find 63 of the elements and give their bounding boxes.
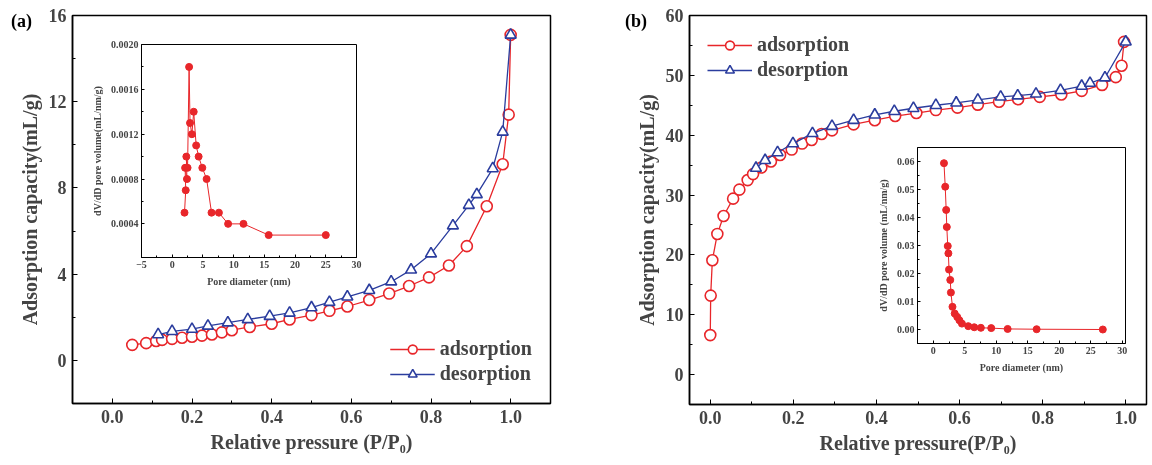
- y-tick-label: 40: [665, 125, 684, 146]
- x-axis-title: Relative pressure(P/P₀): [819, 431, 1017, 455]
- y-tick-label: 0.00: [897, 324, 915, 335]
- y-tick-label: 16: [48, 6, 67, 26]
- x-tick-label: 0: [930, 344, 936, 356]
- x-axis-title: Pore diameter (nm): [207, 275, 291, 288]
- x-tick-label: 30: [1117, 344, 1128, 356]
- x-tick-label: 0.4: [260, 406, 283, 427]
- y-tick-label: 0.0016: [111, 83, 139, 95]
- text: (b): [625, 10, 647, 33]
- x-tick-label: 10: [228, 258, 239, 270]
- y-tick-label: 0.0004: [111, 218, 139, 230]
- y-axis-title: dV/dD pore volume(mL/nm/g): [92, 86, 104, 216]
- x-tick-label: 0.0: [101, 406, 124, 427]
- y-tick-label: 0.06: [897, 156, 915, 167]
- x-tick-label: 25: [320, 258, 331, 270]
- y-tick-label: 10: [665, 305, 684, 326]
- x-tick-label: 0.4: [865, 407, 888, 428]
- y-tick-label: 4: [57, 264, 67, 285]
- x-tick-label: 0.2: [180, 406, 204, 427]
- y-tick-label: 30: [665, 185, 684, 206]
- x-tick-label: 1.0: [499, 406, 522, 427]
- y-tick-label: 0.04: [897, 212, 915, 223]
- y-tick-label: 0.01: [897, 296, 915, 307]
- text: (a): [11, 10, 32, 33]
- legend-label: desorption: [757, 58, 849, 81]
- legend-label: adsorption: [757, 33, 850, 56]
- y-axis-title: dV/dD pore volume (mL/nm/g): [878, 179, 890, 312]
- y-tick-label: 0: [674, 365, 684, 386]
- x-tick-label: 0: [169, 258, 175, 270]
- x-tick-label: 25: [1085, 344, 1096, 356]
- legend-label: adsorption: [439, 337, 532, 360]
- x-tick-label: 15: [259, 258, 270, 270]
- x-tick-label: 10: [991, 344, 1002, 356]
- y-axis-title: Adsorption capacity(mL/g): [635, 94, 659, 326]
- y-tick-label: 50: [665, 65, 684, 86]
- x-tick-label: 0.2: [782, 407, 805, 428]
- x-tick-label: 0.8: [1031, 407, 1054, 428]
- x-tick-label: 1.0: [1114, 407, 1137, 428]
- legend-label: desorption: [439, 362, 531, 385]
- y-tick-label: 8: [57, 178, 67, 199]
- x-tick-label: 20: [1054, 344, 1065, 356]
- x-tick-label: 0.6: [948, 407, 971, 428]
- x-tick-label: 0.8: [419, 406, 443, 427]
- y-tick-label: 0.02: [897, 268, 915, 279]
- y-tick-label: 0.0020: [111, 39, 139, 50]
- y-tick-label: 12: [48, 92, 67, 113]
- x-tick-label: 15: [1022, 344, 1033, 356]
- y-tick-label: 0.0008: [111, 173, 139, 185]
- y-axis-title: Adsorption capacity(mL/g): [18, 93, 42, 326]
- x-tick-label: −5: [136, 258, 147, 270]
- x-tick-label: 30: [351, 258, 362, 270]
- x-tick-label: 5: [200, 258, 206, 270]
- x-axis-title: Relative pressure (P/P₀): [210, 430, 413, 454]
- y-tick-label: 60: [665, 6, 684, 26]
- x-tick-label: 20: [290, 258, 301, 270]
- x-tick-label: 5: [962, 344, 968, 356]
- x-tick-label: 0.0: [699, 407, 722, 428]
- y-tick-label: 0.03: [897, 240, 915, 251]
- y-tick-label: 0.05: [897, 184, 915, 195]
- y-tick-label: 0.0012: [111, 128, 139, 140]
- x-axis-title: Pore diameter (nm): [979, 361, 1064, 374]
- x-tick-label: 0.6: [340, 406, 363, 427]
